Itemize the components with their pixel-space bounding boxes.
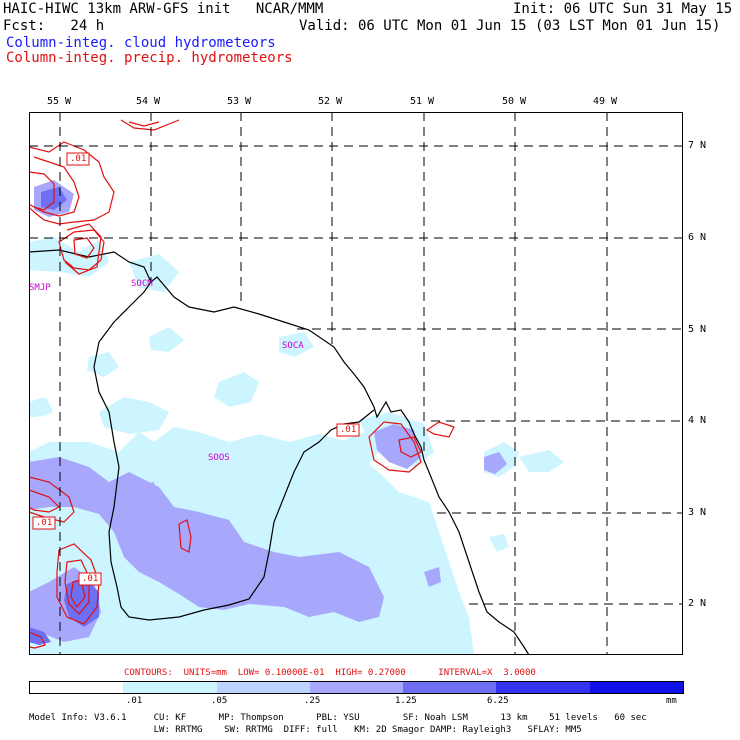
- station-smjp: SMJP: [29, 283, 51, 293]
- legend-tick-2: .05: [211, 696, 228, 706]
- station-soca: SOCA: [282, 341, 304, 351]
- plot-title: HAIC-HIWC 13km ARW-GFS init NCAR/MMM: [3, 1, 324, 17]
- init-time: Init: 06 UTC Sun 31 May 15: [513, 1, 733, 17]
- contour-label-1: .01: [70, 154, 87, 164]
- lat-label-2n: 2 N: [688, 598, 707, 609]
- contour-label-3: .01: [82, 574, 99, 584]
- lat-label-5n: 5 N: [688, 324, 707, 335]
- legend-unit: mm: [666, 696, 677, 706]
- lon-label-55w: 55 W: [47, 96, 72, 107]
- lon-label-52w: 52 W: [318, 96, 343, 107]
- legend-tick-5: 6.25: [487, 696, 509, 706]
- legend-tick-4: 1.25: [395, 696, 417, 706]
- lon-label-53w: 53 W: [227, 96, 252, 107]
- lat-label-6n: 6 N: [688, 232, 707, 243]
- field-cloud-label: Column-integ. cloud hydrometeors: [6, 35, 276, 51]
- legend-bin-4: [309, 682, 404, 693]
- station-socm: SOCM: [131, 279, 153, 289]
- legend-bin-3: [216, 682, 310, 693]
- model-info-line2: LW: RRTMG SW: RRTMG DIFF: full KM: 2D Sm…: [29, 725, 582, 735]
- lat-label-4n: 4 N: [688, 415, 707, 426]
- coastline-borders: [29, 249, 530, 655]
- lat-label-7n: 7 N: [688, 140, 707, 151]
- contour-label-2: .01: [36, 518, 53, 528]
- color-legend-bar: [29, 681, 684, 694]
- lon-label-54w: 54 W: [136, 96, 161, 107]
- field-precip-label: Column-integ. precip. hydrometeors: [6, 50, 293, 66]
- legend-tick-1: .01: [126, 696, 143, 706]
- model-info-line1: Model Info: V3.6.1 CU: KF MP: Thompson P…: [29, 713, 647, 723]
- lat-label-3n: 3 N: [688, 507, 707, 518]
- lon-label-51w: 51 W: [410, 96, 435, 107]
- latlon-grid: [29, 112, 683, 655]
- valid-time: Valid: 06 UTC Mon 01 Jun 15 (03 LST Mon …: [299, 18, 721, 34]
- legend-bin-5: [403, 682, 497, 693]
- map-frame: [29, 112, 683, 655]
- map-panel: .01 .01 .01 .01 SMJP SOCM SOCA SOOS: [29, 112, 683, 655]
- legend-bin-1: [30, 682, 124, 693]
- map-svg: [29, 112, 683, 655]
- legend-bin-2: [123, 682, 217, 693]
- contours-info: CONTOURS: UNITS=mm LOW= 0.10000E-01 HIGH…: [124, 668, 536, 678]
- lon-label-50w: 50 W: [502, 96, 527, 107]
- legend-tick-3: .25: [304, 696, 321, 706]
- contour-label-4: .01: [340, 425, 357, 435]
- station-soos: SOOS: [208, 453, 230, 463]
- contour-label-boxes: [32, 152, 360, 586]
- forecast-hour: Fcst: 24 h: [3, 18, 105, 34]
- legend-bin-6: [496, 682, 590, 693]
- lon-label-49w: 49 W: [593, 96, 618, 107]
- legend-bin-7: [589, 682, 683, 693]
